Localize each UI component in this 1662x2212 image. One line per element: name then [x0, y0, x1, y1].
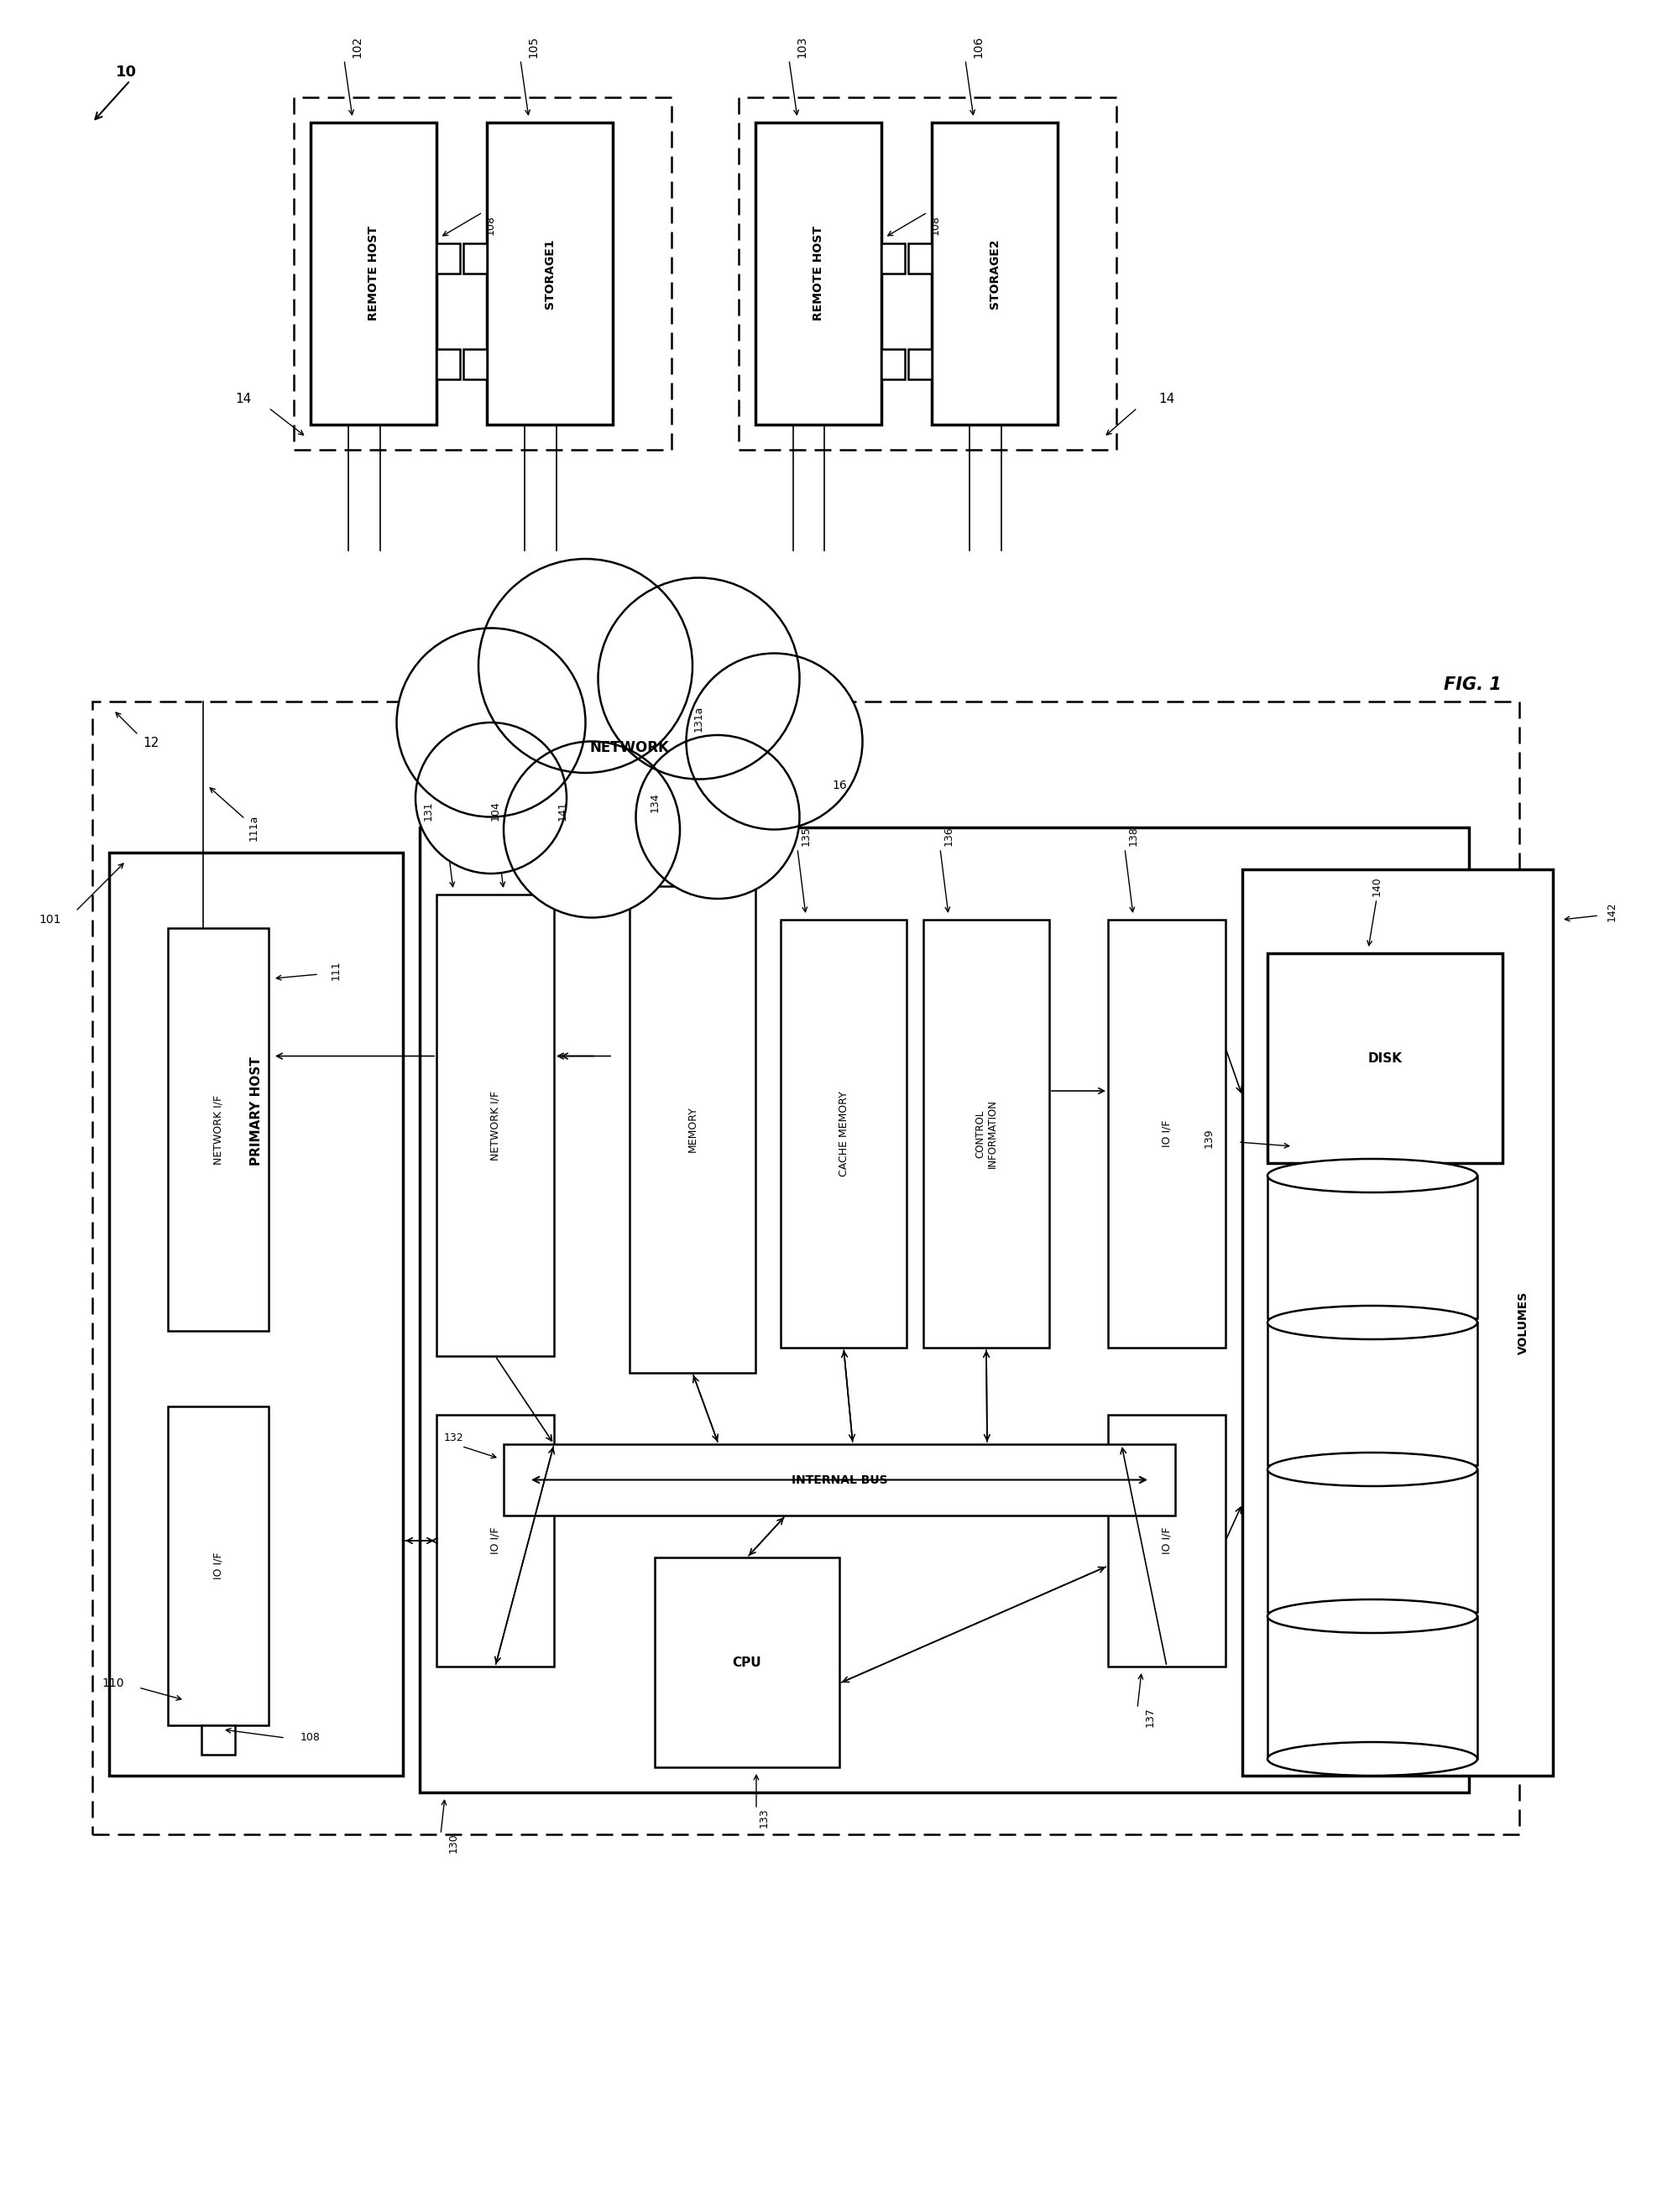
Circle shape — [686, 653, 863, 830]
FancyBboxPatch shape — [1268, 1469, 1478, 1613]
Text: 106: 106 — [972, 35, 984, 58]
FancyBboxPatch shape — [201, 1725, 234, 1754]
Circle shape — [479, 560, 693, 772]
Text: 134: 134 — [650, 792, 660, 812]
Circle shape — [598, 577, 799, 779]
FancyBboxPatch shape — [168, 1407, 269, 1725]
FancyBboxPatch shape — [437, 1416, 553, 1666]
FancyBboxPatch shape — [168, 929, 269, 1332]
Text: REMOTE HOST: REMOTE HOST — [367, 226, 379, 321]
Text: PRIMARY HOST: PRIMARY HOST — [249, 1057, 263, 1166]
Text: 111: 111 — [331, 960, 341, 980]
FancyBboxPatch shape — [420, 827, 1469, 1792]
Text: 108: 108 — [485, 215, 495, 234]
FancyBboxPatch shape — [1268, 1175, 1478, 1318]
Text: IO I/F: IO I/F — [490, 1526, 500, 1555]
Text: VOLUMES: VOLUMES — [1517, 1292, 1529, 1354]
Text: CACHE MEMORY: CACHE MEMORY — [838, 1091, 849, 1177]
Text: 131: 131 — [422, 801, 434, 821]
Text: 103: 103 — [796, 35, 808, 58]
Text: 110: 110 — [101, 1677, 125, 1690]
Text: NETWORK I/F: NETWORK I/F — [213, 1095, 224, 1164]
FancyBboxPatch shape — [1268, 1323, 1478, 1464]
Text: 16: 16 — [833, 779, 848, 792]
Text: NETWORK: NETWORK — [590, 741, 670, 754]
Text: 12: 12 — [143, 737, 160, 750]
FancyBboxPatch shape — [630, 887, 756, 1374]
FancyBboxPatch shape — [1242, 869, 1552, 1776]
Ellipse shape — [1268, 1743, 1478, 1776]
Text: DISK: DISK — [1368, 1053, 1403, 1064]
Text: IO I/F: IO I/F — [213, 1553, 224, 1579]
FancyBboxPatch shape — [881, 243, 904, 274]
Text: IO I/F: IO I/F — [1162, 1119, 1172, 1148]
Text: 10: 10 — [115, 64, 136, 80]
Text: CPU: CPU — [733, 1657, 761, 1668]
Text: INTERNAL BUS: INTERNAL BUS — [791, 1473, 888, 1486]
FancyBboxPatch shape — [781, 920, 906, 1347]
FancyBboxPatch shape — [907, 349, 932, 378]
Text: 105: 105 — [527, 35, 538, 58]
FancyBboxPatch shape — [464, 349, 487, 378]
Text: 137: 137 — [1145, 1708, 1155, 1728]
FancyBboxPatch shape — [1268, 953, 1502, 1164]
Text: 133: 133 — [758, 1807, 770, 1827]
Text: REMOTE HOST: REMOTE HOST — [813, 226, 824, 321]
Text: 14: 14 — [1158, 394, 1175, 405]
Text: MEMORY: MEMORY — [686, 1106, 698, 1152]
Ellipse shape — [1268, 1159, 1478, 1192]
FancyBboxPatch shape — [924, 920, 1049, 1347]
Text: CONTROL
INFORMATION: CONTROL INFORMATION — [974, 1099, 999, 1168]
Text: 108: 108 — [301, 1732, 321, 1743]
Text: STORAGE2: STORAGE2 — [989, 239, 1001, 310]
FancyBboxPatch shape — [487, 122, 613, 425]
Text: IO I/F: IO I/F — [1162, 1526, 1172, 1555]
Text: NETWORK I/F: NETWORK I/F — [490, 1091, 500, 1159]
FancyBboxPatch shape — [437, 894, 553, 1356]
FancyBboxPatch shape — [756, 122, 881, 425]
Text: 101: 101 — [40, 914, 61, 925]
FancyBboxPatch shape — [464, 243, 487, 274]
Text: 130: 130 — [447, 1834, 459, 1854]
FancyBboxPatch shape — [437, 349, 460, 378]
Circle shape — [416, 723, 567, 874]
Text: 142: 142 — [1605, 902, 1617, 920]
FancyBboxPatch shape — [311, 122, 437, 425]
Ellipse shape — [1268, 1453, 1478, 1486]
Text: 135: 135 — [801, 825, 811, 845]
FancyBboxPatch shape — [504, 1444, 1175, 1515]
FancyBboxPatch shape — [437, 243, 460, 274]
Text: 132: 132 — [444, 1433, 464, 1444]
Text: 136: 136 — [942, 825, 954, 845]
Text: 131a: 131a — [693, 706, 703, 732]
Text: 111a: 111a — [248, 814, 259, 841]
Text: 104: 104 — [490, 801, 500, 821]
Text: 102: 102 — [351, 35, 362, 58]
Circle shape — [637, 734, 799, 898]
FancyBboxPatch shape — [1109, 1416, 1225, 1666]
Ellipse shape — [1268, 1599, 1478, 1632]
Text: 141: 141 — [557, 801, 568, 821]
Text: 14: 14 — [236, 394, 251, 405]
FancyBboxPatch shape — [110, 852, 402, 1776]
FancyBboxPatch shape — [907, 243, 932, 274]
Text: 140: 140 — [1371, 876, 1383, 896]
FancyBboxPatch shape — [932, 122, 1057, 425]
Circle shape — [397, 628, 585, 816]
FancyBboxPatch shape — [1268, 1617, 1478, 1759]
Text: 108: 108 — [929, 215, 941, 234]
Text: 138: 138 — [1128, 825, 1138, 845]
FancyBboxPatch shape — [881, 349, 904, 378]
Text: STORAGE1: STORAGE1 — [543, 239, 555, 310]
Ellipse shape — [1268, 1305, 1478, 1338]
Circle shape — [504, 741, 680, 918]
FancyBboxPatch shape — [1109, 920, 1225, 1347]
Text: 139: 139 — [1203, 1128, 1215, 1148]
FancyBboxPatch shape — [655, 1557, 839, 1767]
Text: FIG. 1: FIG. 1 — [1444, 677, 1501, 692]
